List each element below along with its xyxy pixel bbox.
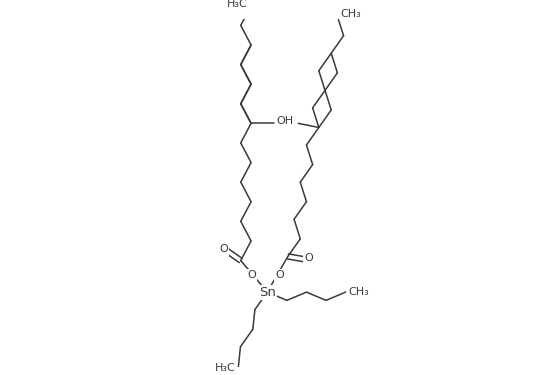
Text: OH: OH xyxy=(278,118,295,128)
Text: CH₃: CH₃ xyxy=(349,287,370,297)
Text: Sn: Sn xyxy=(259,286,276,298)
Text: O: O xyxy=(275,270,284,280)
Text: OH: OH xyxy=(276,116,293,126)
Text: H₃C: H₃C xyxy=(214,363,235,374)
Text: CH₃: CH₃ xyxy=(340,9,361,19)
Text: H₃C: H₃C xyxy=(227,0,248,9)
Text: O: O xyxy=(304,254,312,263)
Text: O: O xyxy=(248,270,256,280)
Text: O: O xyxy=(219,244,228,254)
